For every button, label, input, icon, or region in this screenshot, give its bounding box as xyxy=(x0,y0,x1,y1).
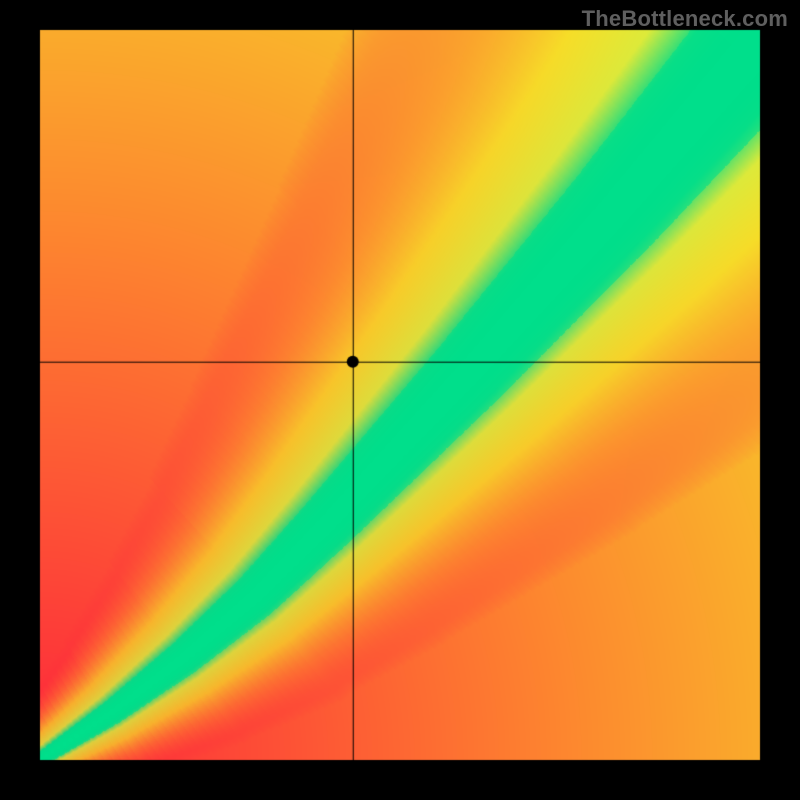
watermark-text: TheBottleneck.com xyxy=(582,6,788,32)
heatmap-canvas xyxy=(0,0,800,800)
chart-container: TheBottleneck.com xyxy=(0,0,800,800)
